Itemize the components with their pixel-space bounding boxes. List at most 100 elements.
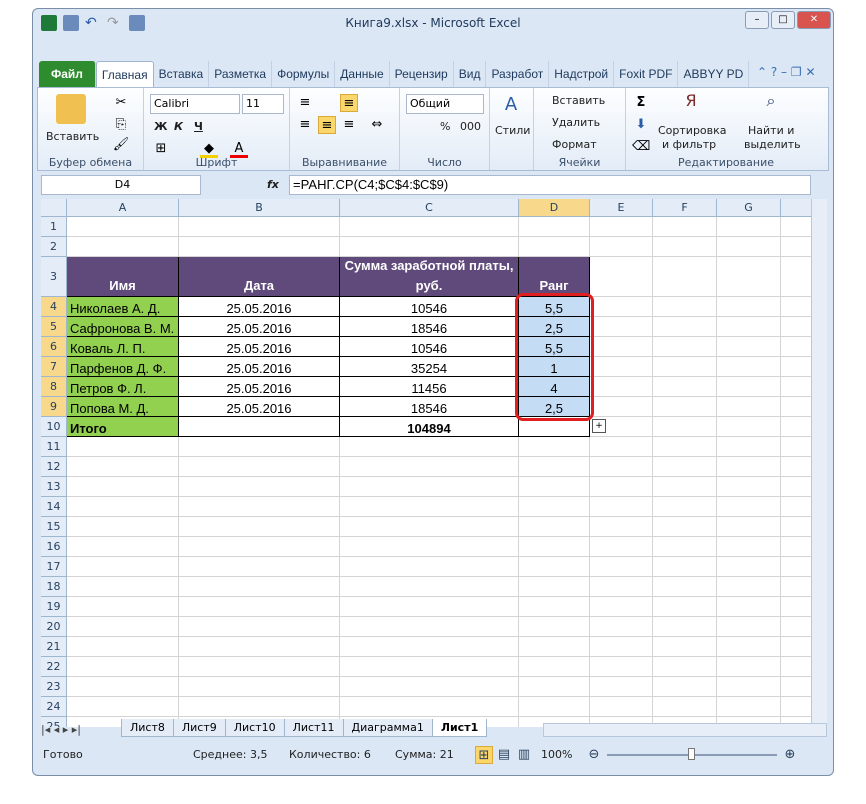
cell[interactable] (590, 497, 653, 517)
normal-view-icon[interactable]: ⊞ (475, 746, 493, 764)
row-header[interactable]: 20 (41, 617, 67, 637)
cell[interactable] (590, 637, 653, 657)
cell[interactable] (590, 217, 653, 237)
cell[interactable] (653, 617, 717, 637)
underline-button[interactable]: Ч (194, 120, 203, 133)
cell[interactable] (653, 337, 717, 357)
cell[interactable] (519, 717, 590, 727)
cell[interactable] (519, 657, 590, 677)
cell[interactable] (67, 217, 179, 237)
cell[interactable] (67, 497, 179, 517)
tab-1[interactable]: Главная (95, 61, 154, 87)
row-header[interactable]: 14 (41, 497, 67, 517)
cell[interactable] (67, 597, 179, 617)
minimize-button[interactable]: – (745, 11, 769, 29)
row-header[interactable]: 22 (41, 657, 67, 677)
cell[interactable] (653, 477, 717, 497)
cell[interactable] (653, 417, 717, 437)
cell[interactable] (340, 477, 519, 497)
column-header[interactable]: D (519, 199, 590, 217)
horizontal-scrollbar[interactable] (543, 723, 827, 737)
rank-cell[interactable]: 2,5 (519, 317, 590, 337)
tab-4[interactable]: Формулы (272, 61, 336, 87)
cell[interactable] (717, 237, 781, 257)
row-header[interactable]: 23 (41, 677, 67, 697)
redo-icon[interactable]: ↷ (107, 15, 119, 31)
cell[interactable] (590, 417, 653, 437)
sort-filter-icon[interactable]: Я (685, 91, 697, 110)
cell[interactable] (717, 717, 781, 727)
cell[interactable] (717, 477, 781, 497)
cell[interactable] (717, 517, 781, 537)
close-button[interactable]: ✕ (797, 11, 831, 29)
cell[interactable] (590, 517, 653, 537)
tab-11[interactable]: ABBYY PD (678, 61, 750, 87)
cell[interactable] (653, 317, 717, 337)
cell[interactable] (179, 597, 340, 617)
maximize-button[interactable]: □ (771, 11, 795, 29)
cell[interactable] (590, 297, 653, 317)
cell[interactable] (653, 357, 717, 377)
cell[interactable] (179, 677, 340, 697)
cell[interactable] (67, 677, 179, 697)
cell[interactable] (519, 537, 590, 557)
tab-8[interactable]: Разработ (486, 61, 550, 87)
cell[interactable] (590, 457, 653, 477)
zoom-slider-thumb[interactable] (688, 748, 695, 760)
row-header[interactable]: 13 (41, 477, 67, 497)
cell[interactable] (717, 617, 781, 637)
cell[interactable] (340, 617, 519, 637)
row-header[interactable]: 18 (41, 577, 67, 597)
total-cell[interactable]: 104894 (340, 417, 519, 437)
cell[interactable] (717, 437, 781, 457)
cell[interactable] (590, 697, 653, 717)
salary-cell[interactable]: 10546 (340, 297, 519, 317)
cell[interactable] (590, 397, 653, 417)
cell[interactable] (590, 557, 653, 577)
align-left-icon[interactable]: ≡ (299, 117, 311, 132)
bold-button[interactable]: Ж (154, 120, 168, 133)
cell[interactable] (67, 517, 179, 537)
autosum-icon[interactable]: Σ (636, 95, 646, 110)
delete-cells-button[interactable]: Удалить (552, 116, 601, 129)
cell[interactable] (653, 537, 717, 557)
cell[interactable] (340, 557, 519, 577)
cell[interactable] (717, 377, 781, 397)
cell[interactable] (340, 517, 519, 537)
sheet-tab[interactable]: Диаграмма1 (342, 719, 433, 737)
page-layout-view-icon[interactable]: ▤ (497, 747, 511, 762)
paste-button[interactable]: Вставить (46, 130, 100, 143)
cell[interactable] (67, 617, 179, 637)
cell[interactable] (653, 697, 717, 717)
cell[interactable] (590, 257, 653, 297)
cell[interactable] (519, 457, 590, 477)
cell[interactable] (519, 637, 590, 657)
table-header-cell[interactable]: Имя (67, 257, 179, 297)
name-cell[interactable]: Коваль Л. П. (67, 337, 179, 357)
cell[interactable] (519, 437, 590, 457)
number-format-select[interactable]: Общий (406, 94, 484, 114)
cell[interactable] (653, 217, 717, 237)
cell[interactable] (340, 537, 519, 557)
cell[interactable] (519, 577, 590, 597)
name-cell[interactable]: Николаев А. Д. (67, 297, 179, 317)
align-top-icon[interactable]: ≡ (299, 95, 311, 110)
cell[interactable] (67, 537, 179, 557)
cell[interactable] (590, 337, 653, 357)
cell[interactable] (653, 237, 717, 257)
cell[interactable] (653, 657, 717, 677)
cell[interactable] (717, 677, 781, 697)
italic-button[interactable]: К (174, 120, 183, 133)
worksheet-grid[interactable]: A B C D E F G 1 2 3 4 5 6 7 8 9 10 11 12 13 14 15 16 17 18 19 20 21… (41, 199, 827, 727)
row-header[interactable]: 8 (41, 377, 67, 397)
salary-cell[interactable]: 35254 (340, 357, 519, 377)
cell[interactable] (179, 477, 340, 497)
font-size-select[interactable]: 11 (242, 94, 284, 114)
cell[interactable] (340, 677, 519, 697)
cell[interactable] (717, 317, 781, 337)
fill-color-icon[interactable]: ◆ (200, 140, 218, 158)
row-header[interactable]: 6 (41, 337, 67, 357)
column-header[interactable]: B (179, 199, 340, 217)
sort-filter-button[interactable]: Сортировка (658, 124, 727, 137)
cell[interactable] (653, 377, 717, 397)
